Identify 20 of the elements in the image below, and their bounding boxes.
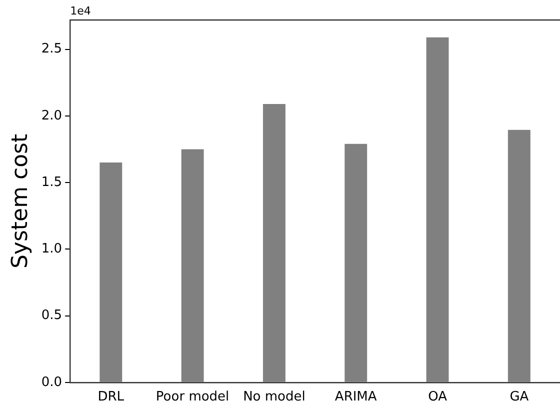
text: 1e4 <box>70 4 91 18</box>
y-axis-title: System cost <box>8 133 33 269</box>
bar <box>426 37 449 382</box>
y-tick-label: 0.5 <box>41 308 62 324</box>
y-tick-label: 2.5 <box>41 42 62 57</box>
x-tick-label: OA <box>428 390 448 405</box>
x-tick-label: Poor model <box>156 390 230 405</box>
y-tick-label: 1.5 <box>41 174 62 190</box>
x-tick-label: ARIMA <box>334 390 377 405</box>
bar <box>344 144 368 382</box>
y-tick-label: 1.0 <box>41 242 62 257</box>
x-tick-label: DRL <box>98 390 125 405</box>
bar <box>181 149 204 382</box>
bar <box>508 130 530 382</box>
x-tick-label: GA <box>510 390 529 405</box>
x-tick-label: No model <box>243 390 306 405</box>
bar <box>262 104 286 382</box>
y-tick-label: 2.0 <box>41 108 62 124</box>
bar <box>100 162 122 382</box>
y-tick-label: 0.0 <box>41 374 62 390</box>
